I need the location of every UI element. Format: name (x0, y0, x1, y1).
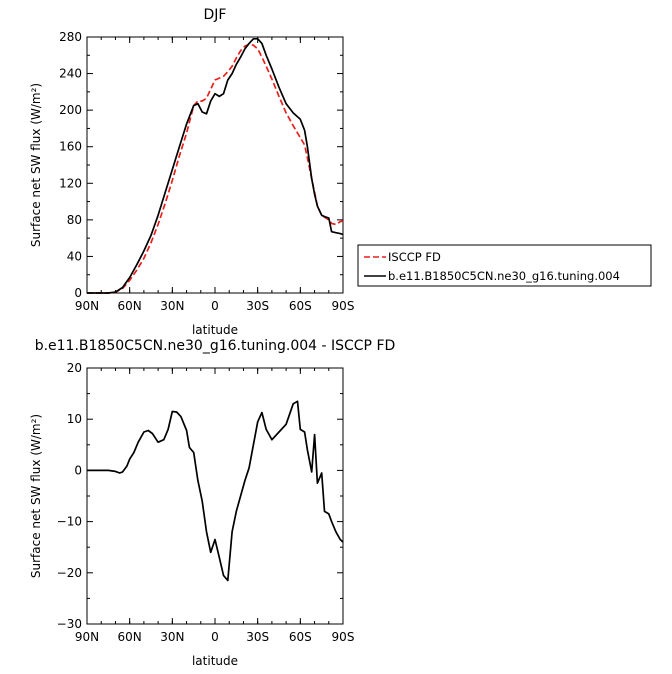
bottom-y-tick-label: −20 (57, 566, 82, 580)
bottom-y-tick-label: −10 (57, 515, 82, 529)
bottom-panel: b.e11.B1850C5CN.ne30_g16.tuning.004 - IS… (29, 338, 395, 668)
top-y-tick-label: 240 (59, 67, 82, 81)
legend-box (357, 244, 652, 287)
top-x-ticks: 90N 60N 30N 0 30S 60S 90S (75, 37, 355, 313)
bottom-x-tick-label: 0 (211, 630, 219, 644)
top-x-tick-label: 30N (160, 299, 184, 313)
legend-label-isccp: ISCCP FD (388, 250, 441, 264)
top-x-tick-label: 90S (332, 299, 355, 313)
top-y-tick-label: 200 (59, 103, 82, 117)
top-y-tick-label: 80 (67, 213, 82, 227)
bottom-x-tick-label: 30N (160, 630, 184, 644)
bottom-series-group (87, 400, 344, 582)
top-x-tick-label: 30S (246, 299, 269, 313)
bottom-y-axis-label: Surface net SW flux (W/m²) (29, 414, 43, 578)
bottom-y-tick-label: 10 (67, 412, 82, 426)
top-x-axis-label: latitude (192, 323, 238, 337)
bottom-series-line-0 (87, 400, 344, 582)
top-y-axis-label: Surface net SW flux (W/m²) (29, 83, 43, 247)
legend-label-model: b.e11.B1850C5CN.ne30_g16.tuning.004 (388, 269, 620, 283)
bottom-x-tick-label: 90N (75, 630, 99, 644)
top-y-tick-label: 40 (67, 249, 82, 263)
top-series-line-1 (87, 37, 344, 294)
top-x-tick-label: 0 (211, 299, 219, 313)
bottom-y-tick-label: 20 (67, 361, 82, 375)
bottom-y-tick-label: 0 (74, 463, 82, 477)
top-y-ticks: 0 40 80 120 160 200 240 280 (59, 30, 343, 300)
top-x-tick-label: 60S (289, 299, 312, 313)
bottom-chart-title: b.e11.B1850C5CN.ne30_g16.tuning.004 - IS… (35, 338, 396, 354)
bottom-x-tick-label: 60S (289, 630, 312, 644)
top-x-tick-label: 60N (118, 299, 142, 313)
bottom-x-axis-label: latitude (192, 654, 238, 668)
top-y-tick-label: 160 (59, 140, 82, 154)
top-plot-frame (86, 36, 344, 294)
top-y-tick-label: 120 (59, 176, 82, 190)
top-panel: DJF 90N 60N 30N 0 30S 60S 90S 0 40 80 120 160 200 24… (29, 7, 652, 337)
legend: ISCCP FD b.e11.B1850C5CN.ne30_g16.tuning… (357, 244, 652, 287)
top-x-tick-label: 90N (75, 299, 99, 313)
top-y-tick-label: 280 (59, 30, 82, 44)
bottom-x-tick-label: 30S (246, 630, 269, 644)
bottom-x-ticks: 90N 60N 30N 0 30S 60S 90S (75, 368, 355, 644)
bottom-x-tick-label: 90S (332, 630, 355, 644)
bottom-y-ticks: −30 −20 −10 0 10 20 (57, 361, 343, 631)
bottom-plot-frame (86, 367, 344, 625)
top-chart-title: DJF (204, 7, 227, 23)
top-series-group (87, 37, 344, 294)
top-y-tick-label: 0 (74, 286, 82, 300)
top-series-line-0 (87, 43, 344, 294)
bottom-x-tick-label: 60N (118, 630, 142, 644)
bottom-y-tick-label: −30 (57, 617, 82, 631)
